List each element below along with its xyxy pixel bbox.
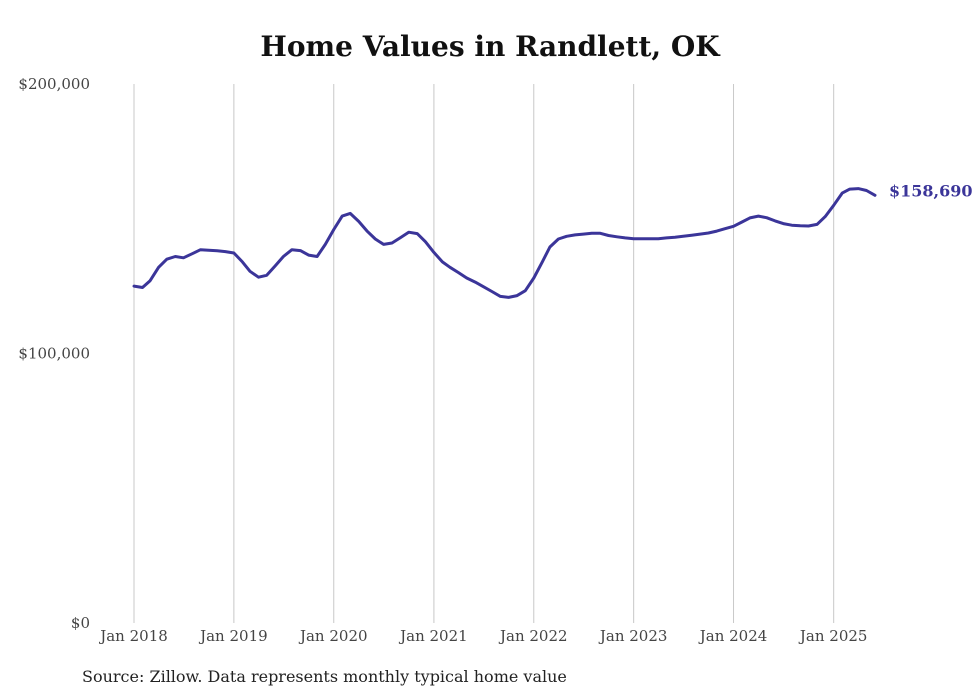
x-tick-label: Jan 2023	[598, 627, 668, 645]
x-tick-label: Jan 2021	[398, 627, 468, 645]
y-axis: $0 $100,000 $200,000	[18, 75, 90, 632]
end-value-label: $158,690	[889, 181, 973, 200]
series-layer: $158,690	[132, 181, 973, 299]
grid-layer	[133, 84, 835, 623]
x-tick-label: Jan 2020	[298, 627, 368, 645]
series-line	[132, 187, 877, 299]
source-note: Source: Zillow. Data represents monthly …	[82, 667, 567, 686]
x-tick-label: Jan 2025	[798, 627, 868, 645]
x-tick-label: Jan 2022	[498, 627, 568, 645]
y-tick-label: $0	[71, 614, 90, 632]
y-tick-label: $200,000	[18, 75, 90, 93]
y-tick-label: $100,000	[18, 345, 90, 363]
x-axis: Jan 2018 Jan 2019 Jan 2020 Jan 2021 Jan 2022…	[98, 627, 867, 645]
x-tick-label: Jan 2024	[698, 627, 768, 645]
chart-title: Home Values in Randlett, OK	[260, 30, 720, 63]
x-tick-label: Jan 2018	[98, 627, 168, 645]
x-tick-label: Jan 2019	[198, 627, 268, 645]
